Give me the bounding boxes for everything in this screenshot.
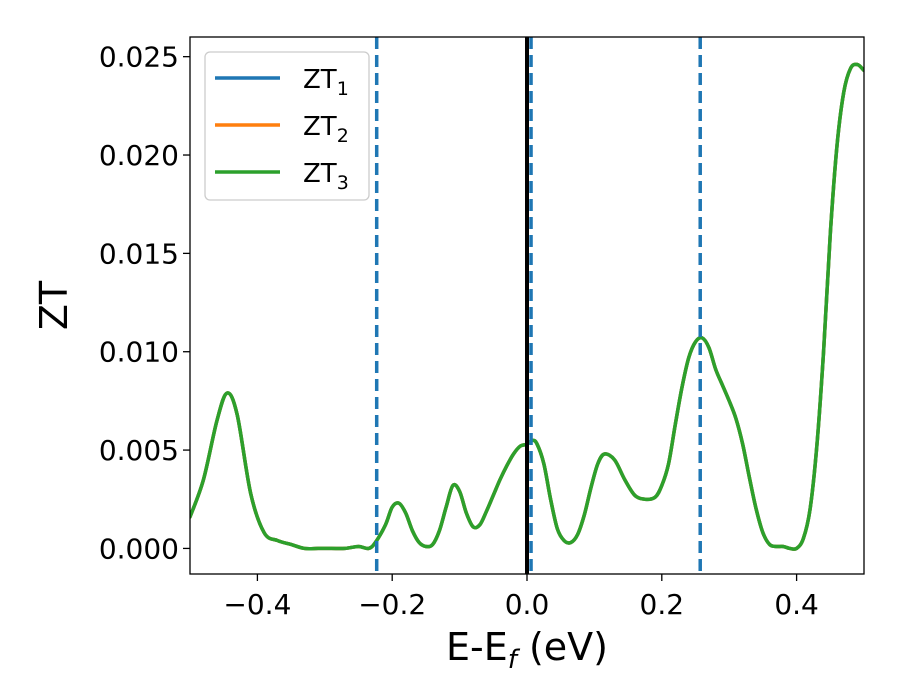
y-tick-label: 0.025 bbox=[99, 41, 179, 74]
axes: −0.4 −0.2 0.0 0.2 0.4 0.000 0.005 0.010 0.015 0.0… bbox=[32, 36, 865, 675]
y-tick-label: 0.005 bbox=[99, 434, 179, 467]
legend-label-zt2: ZT2 bbox=[303, 112, 349, 147]
legend-label-subscript: 1 bbox=[337, 78, 349, 100]
legend-label-zt1: ZT1 bbox=[303, 65, 349, 100]
series-line-zt3 bbox=[190, 62, 864, 551]
plot-area bbox=[190, 37, 864, 574]
y-tick-label: 0.010 bbox=[99, 336, 179, 369]
y-tick-label: 0.000 bbox=[99, 532, 179, 565]
x-axis-title-unit: (eV) bbox=[517, 625, 608, 669]
y-axis-title: ZT bbox=[32, 280, 76, 330]
x-axis-title: E-Ef (eV) bbox=[446, 625, 608, 675]
legend-label-subscript: 2 bbox=[337, 125, 349, 147]
legend-box bbox=[204, 51, 370, 201]
legend-label-main: ZT bbox=[303, 159, 337, 189]
x-tick-label: 0.0 bbox=[505, 588, 550, 621]
y-tick-label: 0.020 bbox=[99, 139, 179, 172]
legend-label-subscript: 3 bbox=[337, 172, 349, 194]
x-tick-label: 0.4 bbox=[774, 588, 819, 621]
y-tick-label: 0.015 bbox=[99, 237, 179, 270]
x-tick-label: 0.2 bbox=[640, 588, 685, 621]
x-tick-label: −0.4 bbox=[223, 588, 291, 621]
x-tick-label: −0.2 bbox=[358, 588, 426, 621]
legend-label-main: ZT bbox=[303, 65, 337, 95]
x-axis-title-main: E-E bbox=[446, 625, 508, 669]
legend-label-zt3: ZT3 bbox=[303, 159, 349, 194]
legend-label-main: ZT bbox=[303, 112, 337, 142]
